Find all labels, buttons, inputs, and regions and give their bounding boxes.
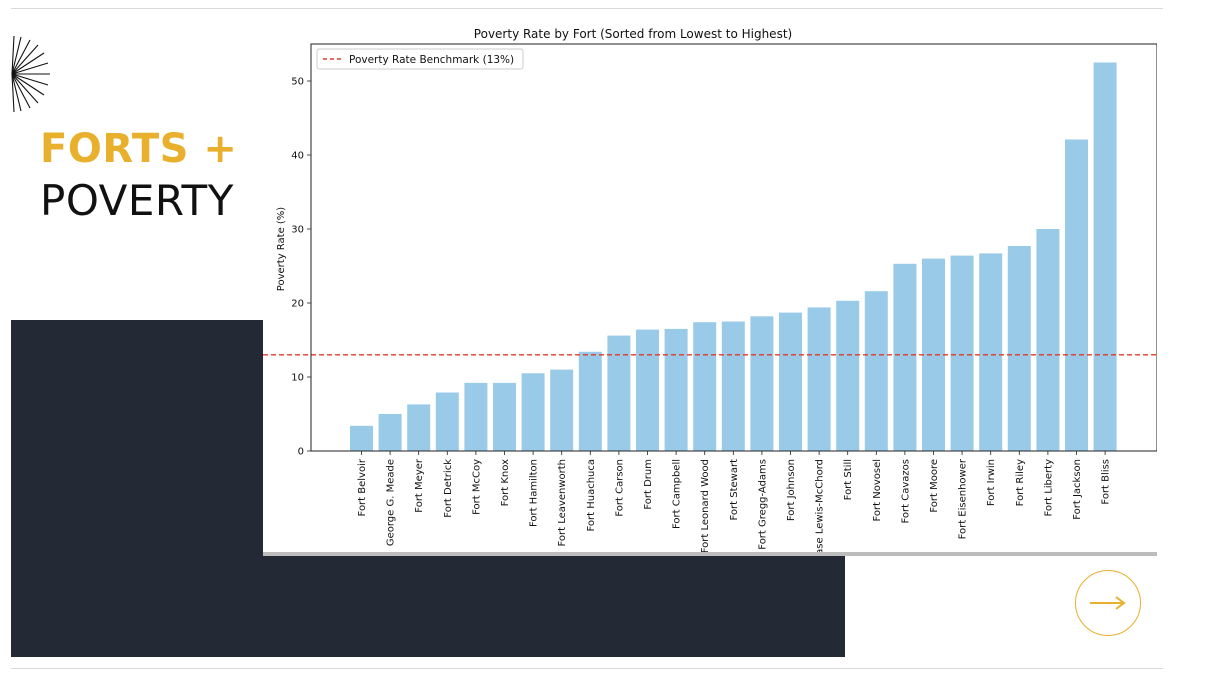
- x-tick-label-25: Fort Jackson: [1072, 459, 1083, 520]
- x-tick-label-0: Fort Belvoir: [357, 458, 368, 516]
- bottom-rule: [11, 668, 1163, 669]
- y-tick-label-2: 20: [291, 299, 304, 310]
- x-tick-label-21: Fort Eisenhower: [958, 458, 969, 539]
- bar-8: [578, 351, 602, 451]
- bar-15: [779, 312, 802, 451]
- chart-frame: Poverty Rate by Fort (Sorted from Lowest…: [263, 22, 1158, 588]
- bar-26: [1093, 62, 1117, 451]
- x-tick-label-7: Fort Leavenworth: [557, 459, 568, 546]
- bar-22: [979, 253, 1003, 451]
- x-tick-label-13: Fort Stewart: [729, 459, 740, 521]
- bar-25: [1065, 139, 1088, 451]
- x-tick-label-4: Fort McCoy: [471, 459, 482, 515]
- bar-12: [693, 322, 717, 451]
- bar-9: [607, 335, 631, 451]
- sunburst-icon: [11, 36, 50, 112]
- bar-1: [378, 414, 402, 451]
- y-tick-label-0: 0: [298, 447, 304, 458]
- chart-bottom-border: [263, 552, 1157, 556]
- x-tick-label-20: Fort Moore: [929, 459, 940, 513]
- x-tick-label-14: Fort Gregg-Adams: [757, 459, 768, 550]
- bar-5: [493, 382, 516, 451]
- bar-4: [464, 382, 488, 451]
- x-tick-label-18: Fort Novosel: [872, 459, 883, 522]
- x-tick-label-26: Fort Bliss: [1101, 459, 1112, 505]
- legend-benchmark-label: Poverty Rate Benchmark (13%): [349, 54, 514, 66]
- x-tick-label-2: Fort Meyer: [414, 458, 425, 513]
- bar-7: [550, 369, 574, 451]
- bar-6: [521, 373, 545, 451]
- slide-title-main: POVERTY: [40, 176, 234, 225]
- bar-0: [350, 425, 373, 451]
- x-tick-label-11: Fort Campbell: [672, 459, 683, 529]
- bar-3: [435, 392, 459, 451]
- x-tick-label-15: Fort Johnson: [786, 459, 797, 521]
- top-rule: [11, 8, 1163, 9]
- bar-19: [893, 263, 917, 451]
- bar-13: [721, 321, 745, 451]
- x-tick-label-12: Fort Leonard Wood: [700, 459, 711, 553]
- next-slide-button[interactable]: [1075, 570, 1141, 636]
- chart-title: Poverty Rate by Fort (Sorted from Lowest…: [474, 27, 792, 41]
- poverty-bar-chart: Poverty Rate by Fort (Sorted from Lowest…: [263, 27, 1158, 588]
- bar-11: [664, 328, 688, 451]
- x-tick-label-22: Fort Irwin: [986, 459, 997, 506]
- dark-panel-bottom: [11, 555, 845, 657]
- x-tick-label-3: Fort Detrick: [443, 459, 454, 518]
- bar-18: [864, 291, 888, 451]
- y-tick-label-4: 40: [291, 151, 304, 162]
- bar-2: [407, 404, 431, 451]
- bar-14: [750, 316, 774, 451]
- x-tick-label-19: Fort Cavazos: [900, 459, 911, 523]
- y-tick-label-5: 50: [291, 77, 304, 88]
- bar-20: [922, 258, 945, 451]
- arrow-right-icon: [1090, 596, 1126, 610]
- x-tick-label-16: Joint Base Lewis-McChord: [815, 459, 826, 556]
- bar-24: [1036, 229, 1060, 451]
- x-tick-label-6: Fort Hamilton: [529, 459, 540, 527]
- x-tick-label-17: Fort Still: [843, 459, 854, 500]
- bar-23: [1007, 246, 1031, 451]
- x-tick-label-9: Fort Carson: [614, 459, 625, 517]
- x-tick-label-1: George G. Meade: [386, 459, 397, 546]
- chart-legend: Poverty Rate Benchmark (13%): [316, 48, 524, 70]
- y-tick-label-3: 30: [291, 225, 304, 236]
- x-tick-label-5: Fort Knox: [500, 459, 511, 506]
- bar-17: [836, 300, 860, 451]
- bar-10: [636, 329, 659, 451]
- x-tick-label-23: Fort Riley: [1015, 459, 1026, 506]
- x-tick-label-10: Fort Drum: [643, 459, 654, 510]
- y-axis-label: Poverty Rate (%): [276, 207, 287, 292]
- x-tick-label-8: Fort Huachuca: [586, 459, 597, 532]
- legend-box: [316, 48, 524, 70]
- x-tick-label-24: Fort Liberty: [1043, 459, 1054, 517]
- y-tick-label-1: 10: [291, 373, 304, 384]
- bar-21: [950, 255, 974, 451]
- bar-16: [807, 307, 831, 451]
- slide-title-accent: FORTS +: [40, 126, 238, 172]
